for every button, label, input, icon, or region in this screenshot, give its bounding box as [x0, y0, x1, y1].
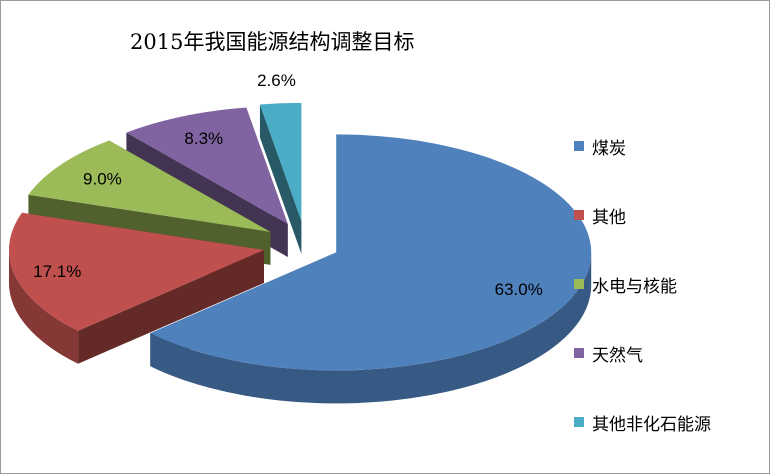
legend-swatch-0 [574, 141, 584, 151]
legend-item-0: 煤炭 [574, 135, 626, 159]
legend-swatch-2 [574, 279, 584, 289]
legend-item-1: 其他 [574, 204, 626, 228]
legend-item-3: 天然气 [574, 342, 643, 366]
legend-label-4: 其他非化石能源 [592, 414, 711, 435]
pie-slice-1 [8, 212, 264, 364]
legend-label-2: 水电与核能 [592, 276, 677, 297]
data-label-4: 2.6% [257, 71, 296, 90]
legend-label-0: 煤炭 [592, 138, 626, 159]
pie-slice-0 [150, 134, 592, 404]
legend-label-3: 天然气 [592, 345, 643, 366]
legend-swatch-1 [574, 210, 584, 220]
data-label-0: 63.0% [495, 280, 543, 299]
chart-title: 2015年我国能源结构调整目标 [130, 30, 415, 54]
legend-swatch-4 [574, 417, 584, 427]
legend-item-2: 水电与核能 [574, 273, 677, 297]
legend-swatch-3 [574, 348, 584, 358]
data-label-2: 9.0% [83, 169, 122, 188]
data-label-3: 8.3% [184, 129, 223, 148]
legend-item-4: 其他非化石能源 [574, 411, 711, 435]
pie-slice-4 [259, 102, 302, 254]
data-label-1: 17.1% [33, 262, 81, 281]
legend: 煤炭其他水电与核能天然气其他非化石能源 [574, 0, 764, 474]
legend-label-1: 其他 [592, 207, 626, 228]
